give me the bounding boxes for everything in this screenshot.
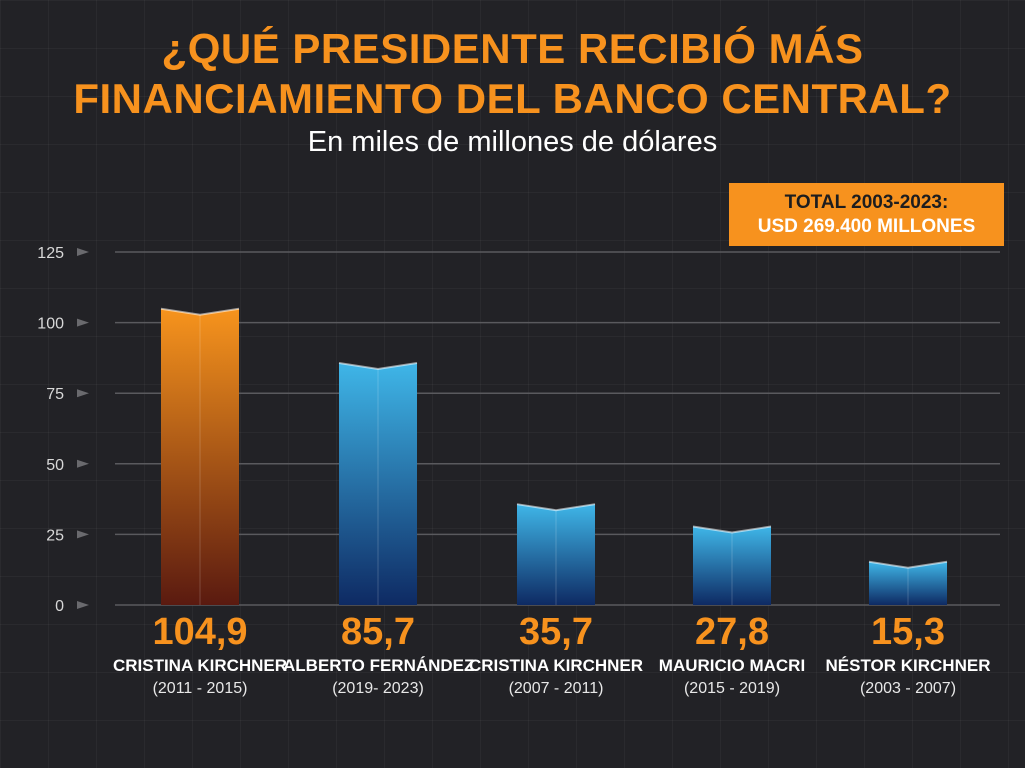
total-badge: TOTAL 2003-2023: USD 269.400 MILLONES <box>729 183 1004 246</box>
y-tick-label: 25 <box>46 527 64 544</box>
chart-title: ¿QUÉ PRESIDENTE RECIBIÓ MÁS FINANCIAMIEN… <box>0 24 1025 124</box>
bar <box>339 362 417 605</box>
tick-arrow-icon <box>77 248 89 256</box>
bar <box>517 504 595 605</box>
bar-period-label: (2007 - 2011) <box>508 680 604 697</box>
bar-top-edge <box>516 503 596 512</box>
y-tick-label: 100 <box>37 316 64 333</box>
bar-category-label: MAURICIO MACRI <box>658 656 806 675</box>
y-tick-label: 0 <box>55 598 64 615</box>
title-line-1: ¿QUÉ PRESIDENTE RECIBIÓ MÁS <box>161 25 864 72</box>
tick-arrow-icon <box>77 601 89 609</box>
bar-top-edge <box>160 307 240 316</box>
bar-top-edge <box>692 525 772 534</box>
chart-subtitle: En miles de millones de dólares <box>307 126 718 158</box>
bar-category-label: CRISTINA KIRCHNER <box>112 656 288 675</box>
bar-value-label: 35,7 <box>519 611 593 653</box>
bar-value-label: 15,3 <box>871 611 945 653</box>
tick-arrow-icon <box>77 530 89 539</box>
bar-period-label: (2015 - 2019) <box>683 680 781 697</box>
total-value: USD 269.400 MILLONES <box>757 215 976 237</box>
bar <box>869 561 947 605</box>
bar-category-label: CRISTINA KIRCHNER <box>468 656 644 675</box>
bar-period-label: (2019- 2023) <box>332 680 424 697</box>
bar-top-edge <box>868 560 948 569</box>
bar-category-label: NÉSTOR KIRCHNER <box>825 656 991 675</box>
bar-top-edge <box>338 361 418 370</box>
y-tick-label: 125 <box>37 245 64 262</box>
tick-arrow-icon <box>77 318 89 327</box>
bar-period-label: (2011 - 2015) <box>152 680 248 697</box>
total-label: TOTAL 2003-2023: <box>784 191 949 213</box>
bar-period-label: (2003 - 2007) <box>859 680 957 697</box>
bar <box>161 308 239 605</box>
y-tick-label: 75 <box>46 386 64 403</box>
tick-arrow-icon <box>77 459 89 468</box>
bar-value-label: 27,8 <box>695 611 769 653</box>
y-tick-label: 50 <box>46 457 64 474</box>
tick-arrow-icon <box>77 389 89 398</box>
bar-category-label: ALBERTO FERNÁNDEZ <box>283 656 475 675</box>
bar-value-label: 104,9 <box>152 611 248 653</box>
bar-value-label: 85,7 <box>341 611 415 653</box>
title-line-2: FINANCIAMIENTO DEL BANCO CENTRAL? <box>73 75 952 122</box>
bar <box>693 526 771 605</box>
